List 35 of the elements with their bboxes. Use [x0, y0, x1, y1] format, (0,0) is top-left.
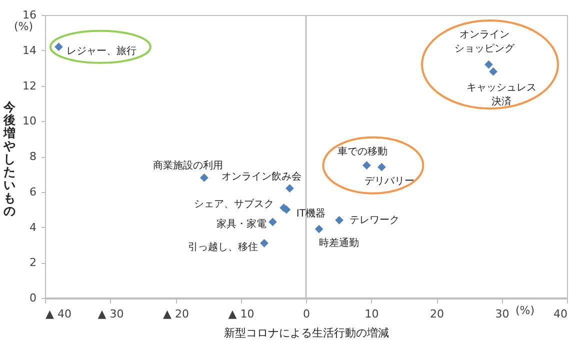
x-tick-label: 10: [364, 308, 379, 320]
annotation: デリバリー: [364, 176, 415, 188]
annotation: オンラインショッピング: [454, 30, 516, 55]
y-tick-label: 12: [22, 79, 36, 92]
y-tick-label: 4: [30, 220, 36, 234]
annotation: シェア、サブスク: [194, 198, 274, 210]
x-tick-label: 20: [430, 308, 444, 320]
annotation: 引っ越し、移住: [188, 241, 258, 254]
x-tick-label: 40: [554, 308, 568, 320]
text: (%): [14, 20, 33, 33]
annotation: オンライン飲み会: [222, 170, 302, 182]
annotation: レジャー、旅行: [66, 44, 137, 57]
annotation: 家具・家電: [216, 218, 267, 230]
annotation: テレワーク: [349, 215, 400, 226]
x-tick-label: 30: [495, 308, 510, 320]
text: (%): [515, 304, 535, 317]
y-tick-label: 2: [30, 256, 36, 270]
x-tick-label: 0: [303, 308, 310, 320]
y-tick-label: 6: [30, 185, 36, 198]
x-tick-label: ▲ 10: [228, 308, 254, 320]
y-tick-label: 10: [22, 114, 36, 128]
y-tick-label: 14: [22, 44, 36, 57]
annotation: 車での移動: [338, 145, 388, 158]
annotation: 時差通勤: [319, 237, 360, 250]
y-tick-label: 8: [30, 150, 36, 163]
x-axis-title: 新型コロナによる生活行動の増減: [224, 326, 389, 340]
annotation: IT機器: [296, 208, 326, 220]
text: 今後増やしたいもの: [4, 100, 16, 218]
x-tick-label: ▲ 30: [98, 308, 124, 320]
annotation: 商業施設の利用: [153, 160, 224, 172]
annotation: キャッシュレス決済: [466, 82, 536, 108]
y-tick-label: 0: [30, 292, 36, 304]
y-tick-label: 16: [22, 8, 36, 22]
x-tick-label: ▲ 20: [163, 308, 189, 320]
x-tick-label: ▲ 40: [46, 308, 72, 320]
